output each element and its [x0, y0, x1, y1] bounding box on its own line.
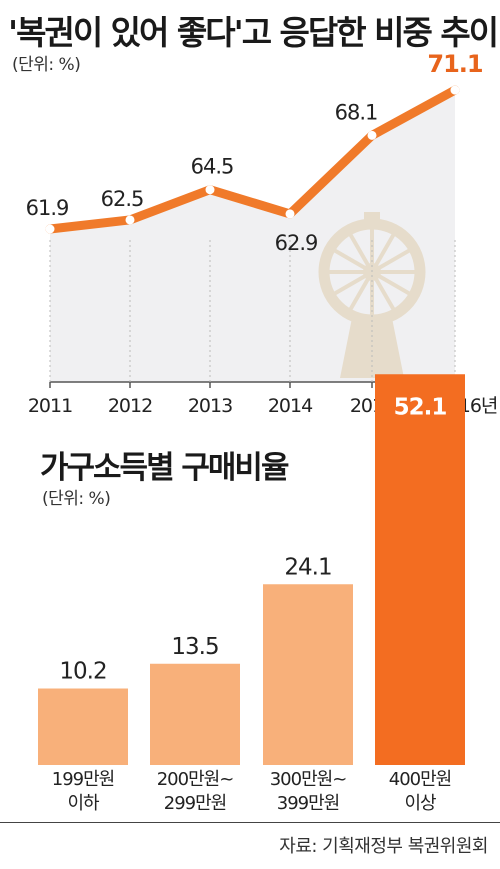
- bar: [263, 584, 353, 765]
- line-area: [50, 90, 455, 382]
- bar-chart-title: 가구소득별 구매비율: [40, 450, 289, 486]
- x-tick-label: 2013: [188, 395, 232, 417]
- wheel-stand: [340, 318, 404, 378]
- category-label: 200만원~: [157, 769, 234, 790]
- series-line: [45, 85, 460, 234]
- data-label: 71.1: [427, 50, 483, 78]
- category-label: 이하: [67, 793, 100, 814]
- data-point: [205, 185, 215, 195]
- source-divider: [0, 822, 500, 823]
- data-label: 62.5: [101, 187, 144, 211]
- bar-chart-unit: (단위: %): [42, 489, 111, 509]
- category-label: 199만원: [52, 769, 114, 790]
- category-label: 이상: [404, 793, 436, 814]
- bar: [375, 374, 465, 765]
- category-label: 399만원: [277, 793, 339, 814]
- category-label: 299만원: [164, 793, 226, 814]
- bar: [150, 663, 240, 765]
- source-note: 자료: 기획재정부 복권위원회: [279, 836, 488, 857]
- bar: [38, 688, 128, 765]
- data-point: [285, 209, 295, 219]
- data-label: 61.9: [26, 196, 69, 220]
- chart-title: '복권이 있어 좋다'고 응답한 비중 추이: [8, 13, 499, 52]
- x-tick-label: 2014: [268, 395, 313, 417]
- line-chart-unit: (단위: %): [12, 55, 81, 75]
- data-point: [367, 130, 377, 140]
- data-label: 64.5: [191, 155, 234, 179]
- data-point: [45, 224, 55, 234]
- category-label: 300만원~: [270, 769, 347, 790]
- bar-value-label: 10.2: [59, 659, 106, 685]
- x-tick-label: 2011: [28, 395, 72, 417]
- bar-value-label: 24.1: [284, 554, 331, 580]
- bar-value-label: 13.5: [171, 634, 218, 660]
- bar-value-label: 52.1: [394, 394, 447, 420]
- category-label: 400만원: [389, 769, 451, 790]
- x-tick-label: 2012: [108, 395, 152, 417]
- line-chart: 61.9 62.5 64.5 62.9 68.1 71.1 2011 2012 2013 2014…: [26, 50, 499, 417]
- data-label: 68.1: [335, 100, 378, 124]
- data-point: [125, 215, 135, 225]
- data-point: [450, 85, 460, 95]
- data-label: 62.9: [275, 231, 318, 255]
